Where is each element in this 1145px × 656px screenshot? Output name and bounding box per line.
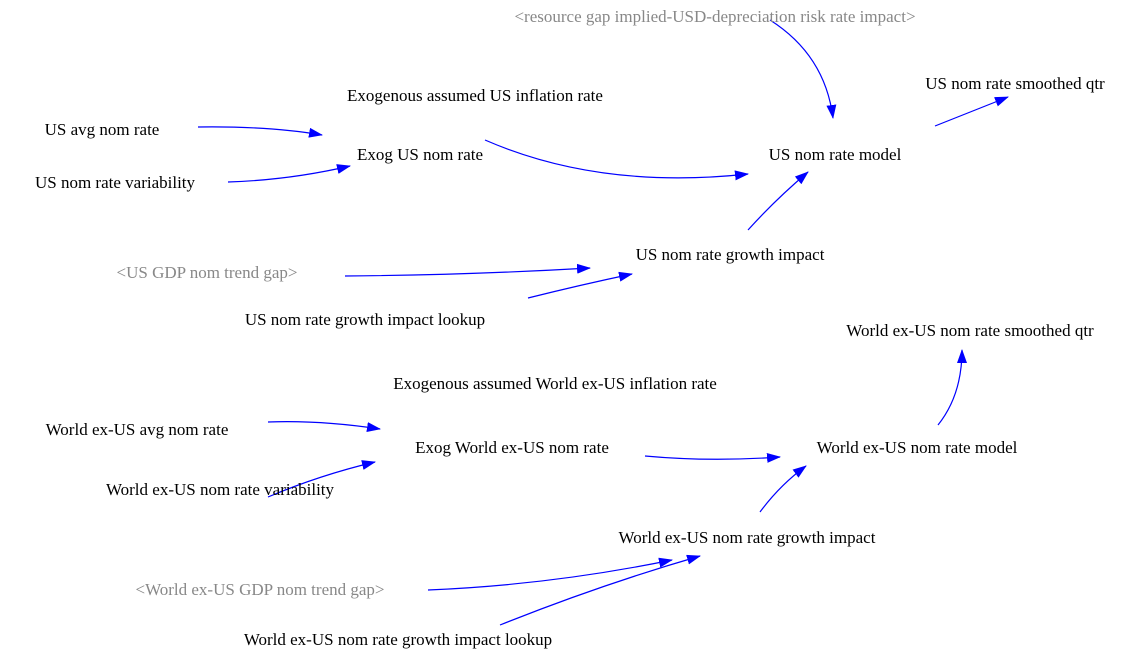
arrow xyxy=(937,349,967,426)
arrow xyxy=(267,421,381,433)
arrow xyxy=(427,557,673,591)
node-label: <resource gap implied-USD-depreciation r… xyxy=(514,7,915,26)
node-label: Exog US nom rate xyxy=(357,145,483,164)
arrow xyxy=(344,263,591,277)
node-label: Exogenous assumed World ex-US inflation … xyxy=(393,374,717,393)
node-label: Exogenous assumed US inflation rate xyxy=(347,86,603,105)
arrow xyxy=(227,164,351,183)
node-label: US nom rate growth impact xyxy=(636,245,825,264)
arrow xyxy=(769,19,837,119)
node-label: World ex-US nom rate growth impact looku… xyxy=(244,630,552,649)
node-label: World ex-US nom rate growth impact xyxy=(619,528,876,547)
arrow xyxy=(267,460,376,498)
node-label: Exog World ex-US nom rate xyxy=(415,438,609,457)
node-label: <US GDP nom trend gap> xyxy=(117,263,298,282)
arrow xyxy=(484,139,749,181)
arrow xyxy=(197,126,323,138)
nodes: <resource gap implied-USD-depreciation r… xyxy=(35,7,1105,649)
arrow xyxy=(934,96,1009,127)
node-label: World ex-US nom rate smoothed qtr xyxy=(846,321,1094,340)
node-label: <World ex-US GDP nom trend gap> xyxy=(135,580,384,599)
node-label: US avg nom rate xyxy=(45,120,160,139)
arrow xyxy=(747,171,809,231)
node-label: US nom rate growth impact lookup xyxy=(245,310,485,329)
arrow xyxy=(527,271,633,299)
node-label: US nom rate model xyxy=(769,145,902,164)
node-label: World ex-US avg nom rate xyxy=(46,420,229,439)
node-label: World ex-US nom rate variability xyxy=(106,480,335,499)
node-label: US nom rate smoothed qtr xyxy=(925,74,1105,93)
node-label: World ex-US nom rate model xyxy=(817,438,1018,457)
arrow xyxy=(644,452,781,463)
arrow xyxy=(759,465,807,513)
node-label: US nom rate variability xyxy=(35,173,196,192)
arrow xyxy=(499,554,701,626)
arrows xyxy=(197,19,1009,626)
